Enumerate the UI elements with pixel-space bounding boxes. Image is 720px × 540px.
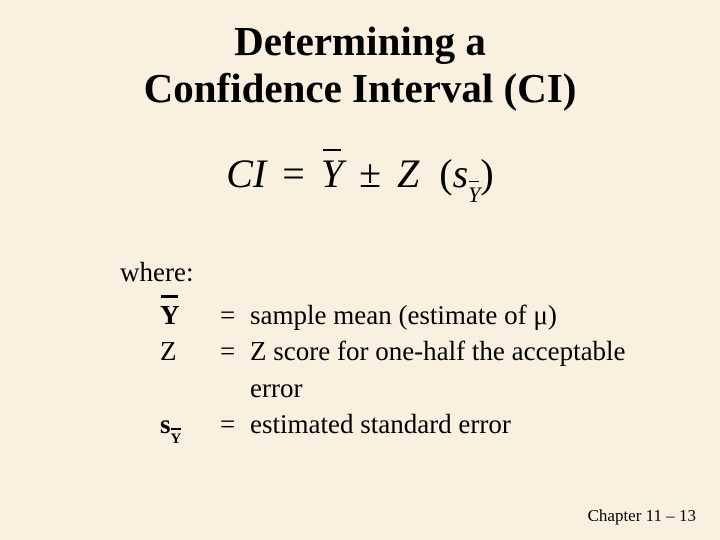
title-line-1: Determining a — [234, 18, 486, 64]
def-text-0: sample mean (estimate of μ) — [250, 297, 660, 333]
formula-s: s — [453, 151, 469, 196]
def-row-z: Z = Z score for one-half the acceptable … — [160, 333, 660, 406]
def-sybar-s: s — [160, 409, 171, 439]
def-symbol-z: Z — [160, 333, 220, 406]
def-symbol-sybar: sY — [160, 406, 220, 445]
sub-ybar-y: Y — [468, 182, 480, 207]
def-z-glyph: Z — [160, 336, 177, 366]
definitions-table: Y = sample mean (estimate of μ) Z = Z sc… — [160, 297, 660, 446]
where-label: where: — [120, 254, 660, 290]
formula-sub: Y — [468, 182, 480, 207]
formula-equals: = — [282, 151, 305, 196]
def-symbol-ybar: Y — [160, 297, 220, 333]
def-eq-1: = — [220, 333, 250, 406]
def-eq-2: = — [220, 406, 250, 445]
slide: Determining a Confidence Interval (CI) C… — [0, 0, 720, 540]
title-line-2: Confidence Interval (CI) — [144, 65, 577, 111]
ybar-symbol: Y — [321, 150, 343, 197]
slide-title: Determining a Confidence Interval (CI) — [60, 18, 660, 112]
def-row-ybar: Y = sample mean (estimate of μ) — [160, 297, 660, 333]
formula-lparen: ( — [439, 151, 452, 196]
slide-footer: Chapter 11 – 13 — [588, 506, 696, 526]
def-row-sybar: sY = estimated standard error — [160, 406, 660, 445]
def-sybar-y: Y — [171, 431, 182, 447]
def-eq-0: = — [220, 297, 250, 333]
sub-ybar-bar — [469, 181, 479, 183]
formula-rparen: ) — [480, 151, 493, 196]
ybar-overline — [323, 149, 341, 151]
def-ybar-y: Y — [160, 300, 180, 330]
def-text-2: estimated standard error — [250, 406, 660, 445]
formula-z: Z — [397, 151, 419, 196]
sub-ybar: Y — [468, 182, 480, 208]
formula: CI = Y ± Z (sY) — [60, 150, 660, 202]
ybar-y: Y — [321, 151, 343, 196]
where-block: where: Y = sample mean (estimate of μ) Z… — [120, 254, 660, 445]
def-text-1: Z score for one-half the acceptable erro… — [250, 333, 660, 406]
formula-plusminus: ± — [359, 151, 381, 196]
formula-lhs: CI — [226, 151, 266, 196]
